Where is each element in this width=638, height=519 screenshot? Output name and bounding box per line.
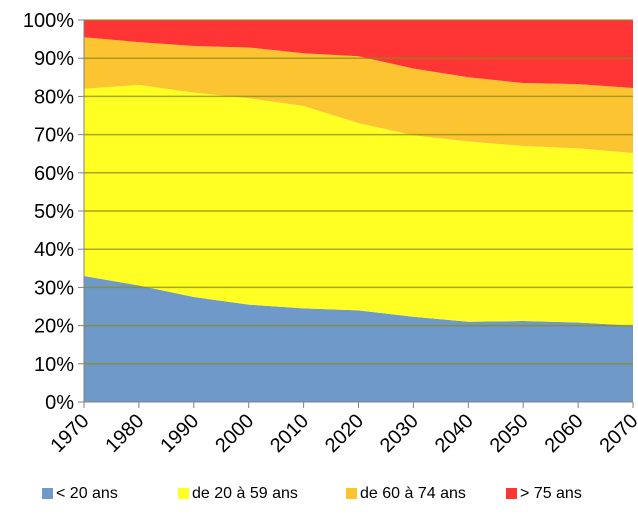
legend-item: < 20 ans	[42, 485, 118, 502]
x-tick-label: 2030	[376, 410, 423, 457]
legend-label: de 60 à 74 ans	[360, 485, 466, 502]
x-tick-labels: 1970 1980 1990 2000 2010 2020 2030 2040 2050 2060…	[47, 410, 638, 457]
y-tick-label: 50%	[34, 201, 74, 223]
y-tick-label: 10%	[34, 354, 74, 376]
y-tick-label: 20%	[34, 316, 74, 338]
legend-swatch	[42, 488, 53, 499]
y-tick-label: 90%	[34, 48, 74, 70]
area-series-2	[84, 37, 633, 153]
x-tick-label: 1980	[101, 410, 148, 457]
legend: < 20 ans de 20 à 59 ans de 60 à 74 ans > 75…	[42, 485, 582, 502]
area-series-3	[84, 20, 633, 88]
area-series-0	[84, 275, 633, 402]
y-tick-label: 60%	[34, 163, 74, 185]
axes-layer	[78, 19, 634, 408]
legend-label: < 20 ans	[56, 485, 118, 502]
x-tick-label: 2060	[541, 410, 588, 457]
y-tick-label: 70%	[34, 125, 74, 147]
x-tick-label: 2050	[486, 410, 533, 457]
y-tick-label: 0%	[45, 392, 74, 414]
x-tick-label: 2020	[321, 410, 368, 457]
y-tick-label: 30%	[34, 277, 74, 299]
legend-swatch	[346, 488, 357, 499]
grid-layer	[84, 19, 633, 365]
x-tick-label: 1970	[47, 410, 94, 457]
y-tick-label: 80%	[34, 86, 74, 108]
areas-layer	[84, 20, 633, 402]
x-tick-label: 2000	[211, 410, 258, 457]
y-tick-label: 40%	[34, 239, 74, 261]
x-tick-label: 2040	[431, 410, 478, 457]
legend-swatch	[506, 488, 517, 499]
legend-swatch	[178, 488, 189, 499]
legend-label: > 75 ans	[520, 485, 582, 502]
x-tick-label: 2070	[596, 410, 638, 457]
legend-label: de 20 à 59 ans	[192, 485, 298, 502]
y-tick-label: 100%	[23, 10, 74, 32]
area-series-1	[84, 84, 633, 326]
legend-item: de 60 à 74 ans	[346, 485, 466, 502]
x-tick-label: 1990	[156, 410, 203, 457]
legend-item: de 20 à 59 ans	[178, 485, 298, 502]
legend-item: > 75 ans	[506, 485, 582, 502]
y-tick-labels: 0% 10% 20% 30% 40% 50% 60% 70% 80% 90% 100%	[23, 10, 74, 414]
x-tick-label: 2010	[266, 410, 313, 457]
